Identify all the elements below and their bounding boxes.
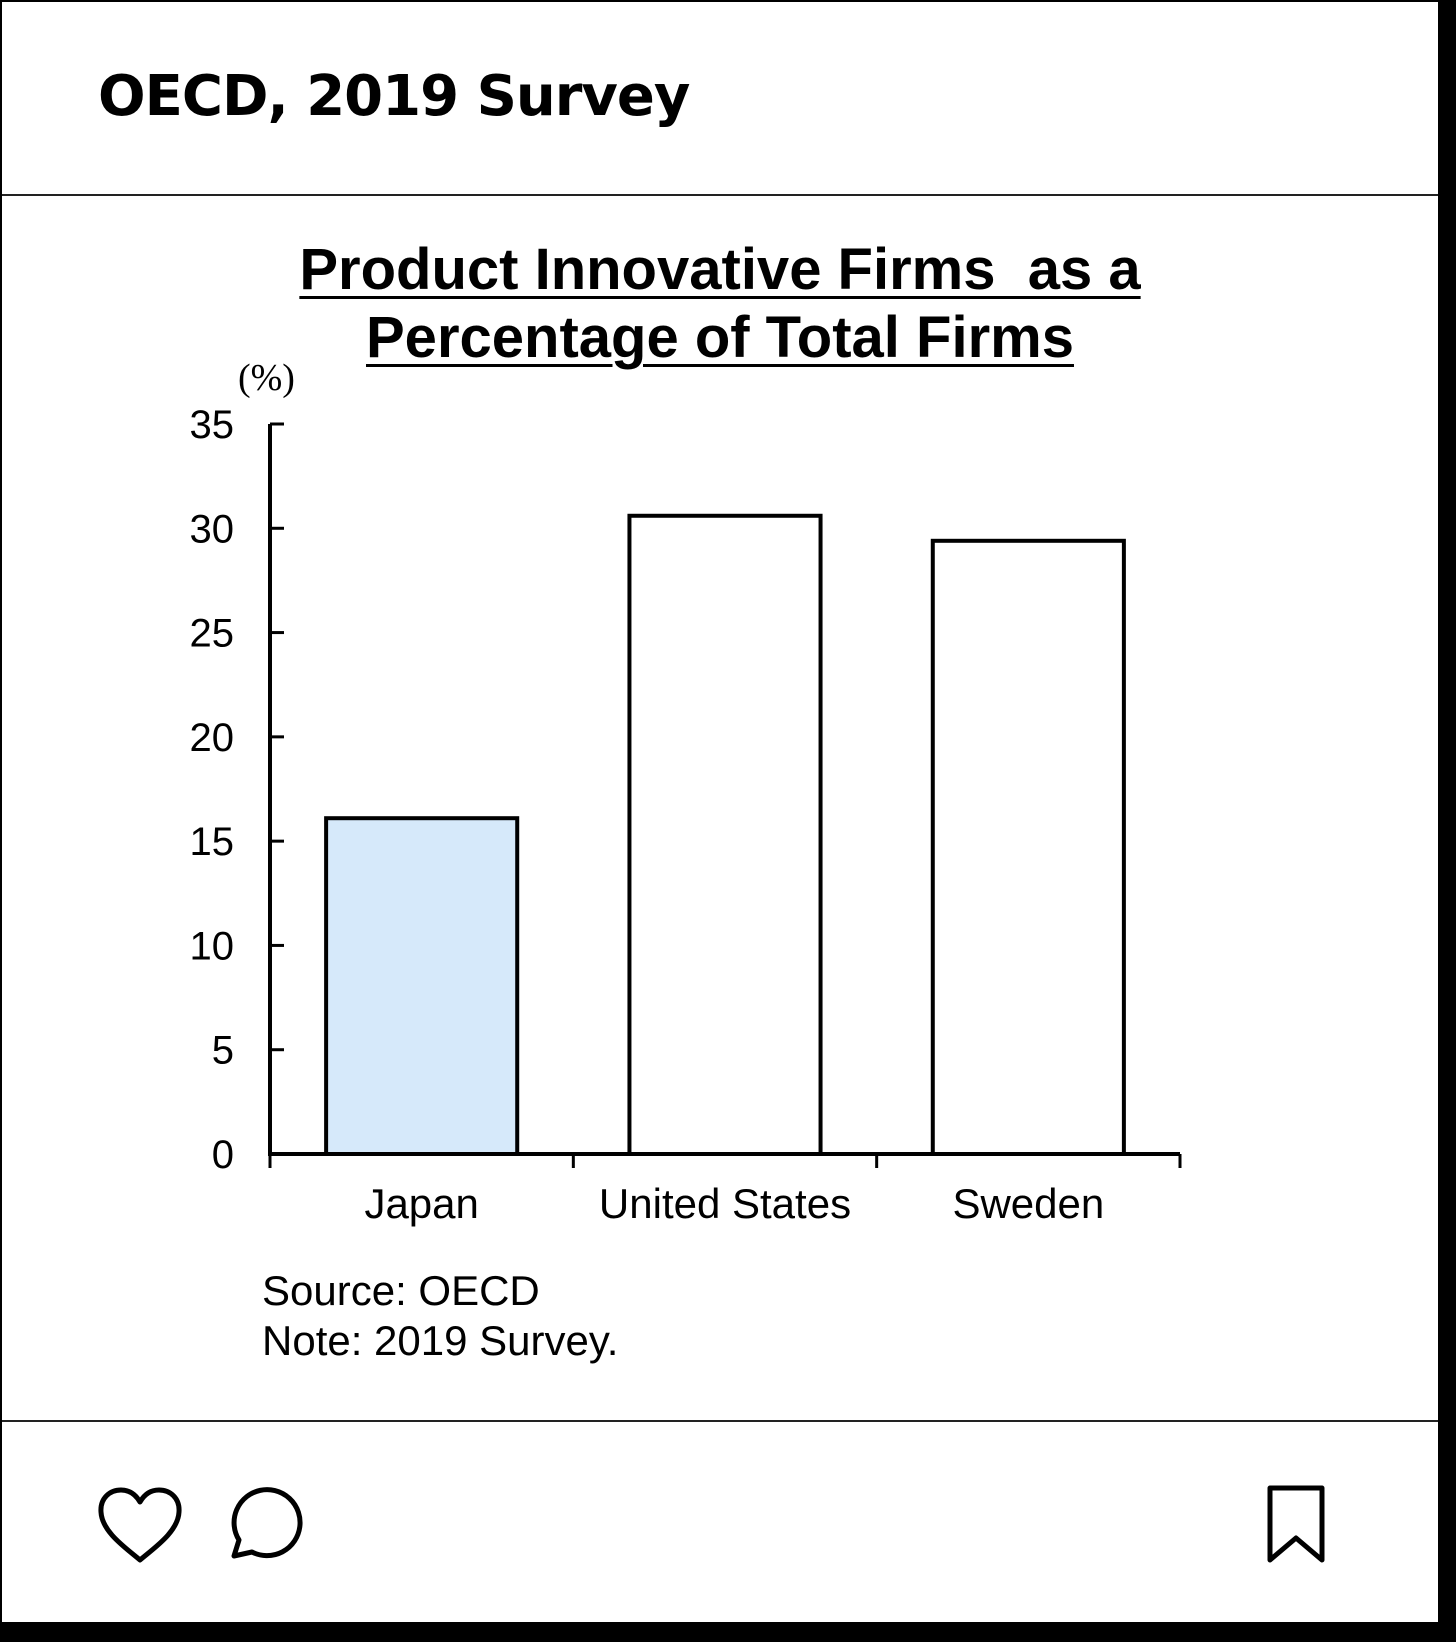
survey-note: Note: 2019 Survey. xyxy=(262,1317,619,1364)
y-tick-label: 20 xyxy=(190,716,235,760)
heart-icon[interactable] xyxy=(96,1486,184,1566)
bar-japan xyxy=(324,816,520,1156)
y-tick-label: 15 xyxy=(190,820,235,864)
chart-title-line2: Percentage of Total Firms xyxy=(366,305,1074,370)
comment-icon[interactable] xyxy=(224,1486,304,1566)
y-tick-label: 35 xyxy=(190,403,235,447)
bar-united-states xyxy=(627,513,823,1156)
y-axis-unit-label: (%) xyxy=(238,357,295,399)
x-tick-label: Japan xyxy=(364,1180,478,1227)
post-actions xyxy=(2,1420,1438,1622)
y-tick-label: 25 xyxy=(190,612,235,656)
source-note: Source: OECD xyxy=(262,1267,540,1314)
chart-title-line1: Product Innovative Firms as a xyxy=(299,237,1141,302)
chart-area: Product Innovative Firms as a Percentage… xyxy=(2,196,1438,1420)
y-tick-label: 30 xyxy=(190,507,235,551)
post-title: OECD, 2019 Survey xyxy=(98,64,690,129)
bookmark-icon[interactable] xyxy=(1264,1484,1328,1566)
y-tick-label: 5 xyxy=(212,1029,234,1073)
post-header: OECD, 2019 Survey xyxy=(2,2,1438,196)
x-tick-label: United States xyxy=(599,1180,851,1227)
chart-notes: Source: OECD Note: 2019 Survey. xyxy=(262,1266,618,1366)
bar-sweden xyxy=(930,538,1126,1156)
x-tick-label: Sweden xyxy=(952,1180,1104,1227)
chart-title: Product Innovative Firms as a Percentage… xyxy=(2,236,1438,372)
y-tick-label: 10 xyxy=(190,924,235,968)
post-card: OECD, 2019 Survey Product Innovative Fir… xyxy=(2,2,1438,1622)
bar-chart: 0 5 10 15 20 25 30 35 Japan United States Sweden xyxy=(190,403,1182,1227)
y-tick-label: 0 xyxy=(212,1133,234,1177)
